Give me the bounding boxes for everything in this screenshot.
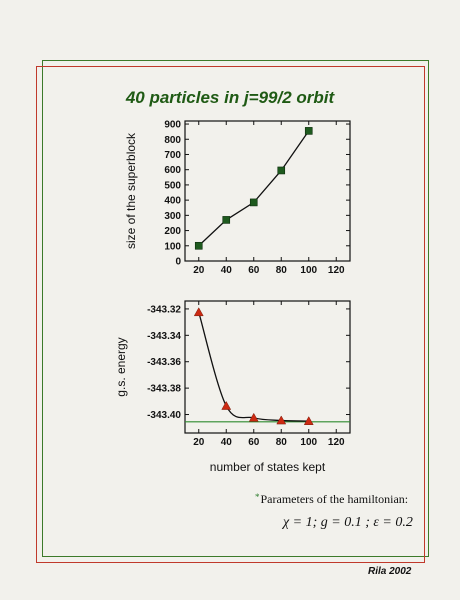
- y-tick-label: 700: [164, 150, 181, 161]
- y-tick-label: -343.32: [147, 304, 181, 315]
- y-tick-label: 400: [164, 196, 181, 207]
- data-point-triangle: [276, 415, 287, 425]
- y-tick-label: 800: [164, 135, 181, 146]
- data-point-square: [222, 216, 231, 224]
- y-tick-label: -343.36: [147, 357, 181, 368]
- data-point-square: [277, 166, 286, 175]
- x-tick-label: 20: [193, 265, 205, 276]
- y-tick-label: 0: [175, 257, 181, 268]
- x-tick-label: 60: [248, 437, 260, 448]
- series-line: [198, 130, 310, 247]
- x-tick-label: 40: [221, 265, 233, 276]
- x-tick-label: 120: [328, 437, 345, 448]
- asterisk-mark: *: [255, 492, 260, 502]
- y-tick-label: 200: [164, 226, 181, 237]
- data-point-square: [249, 198, 258, 207]
- data-point-triangle: [303, 416, 314, 425]
- x-tick-label: 60: [248, 265, 260, 276]
- y-tick-label: 900: [164, 120, 181, 131]
- x-tick-label: 120: [328, 265, 345, 276]
- x-tick-label: 100: [300, 265, 317, 276]
- y-tick-label: -343.38: [147, 384, 181, 395]
- data-point-triangle: [221, 400, 232, 410]
- data-point-triangle: [193, 307, 204, 317]
- y-tick-label: 300: [164, 211, 181, 222]
- x-tick-label: 80: [276, 265, 288, 276]
- y-tick-label: -343.40: [147, 410, 181, 421]
- data-point-triangle: [248, 412, 259, 422]
- y-tick-label: 500: [164, 180, 181, 191]
- x-tick-label: 40: [221, 437, 233, 448]
- x-axis-label: number of states kept: [210, 460, 326, 474]
- y-tick-label: 100: [164, 241, 181, 252]
- y-axis-label: g.s. energy: [114, 337, 128, 396]
- y-axis-label: size of the superblock: [124, 132, 138, 249]
- plot-frame-2: [184, 300, 351, 434]
- data-point-square: [194, 241, 203, 250]
- parameters-title: Parameters of the hamiltonian:: [260, 492, 409, 506]
- parameters-heading: *Parameters of the hamiltonian:: [255, 492, 408, 507]
- slide-title: 40 particles in j=99/2 orbit: [125, 88, 335, 107]
- x-tick-label: 20: [193, 437, 205, 448]
- plot-frame-1: [184, 120, 351, 262]
- footer-label: Rila 2002: [368, 566, 412, 577]
- y-tick-label: -343.34: [147, 331, 181, 342]
- y-tick-label: 600: [164, 165, 181, 176]
- x-tick-label: 100: [300, 437, 317, 448]
- parameters-values: χ = 1; g = 0.1 ; ε = 0.2: [283, 515, 413, 530]
- data-point-square: [304, 127, 313, 135]
- x-tick-label: 80: [276, 437, 288, 448]
- series-line: [198, 312, 309, 422]
